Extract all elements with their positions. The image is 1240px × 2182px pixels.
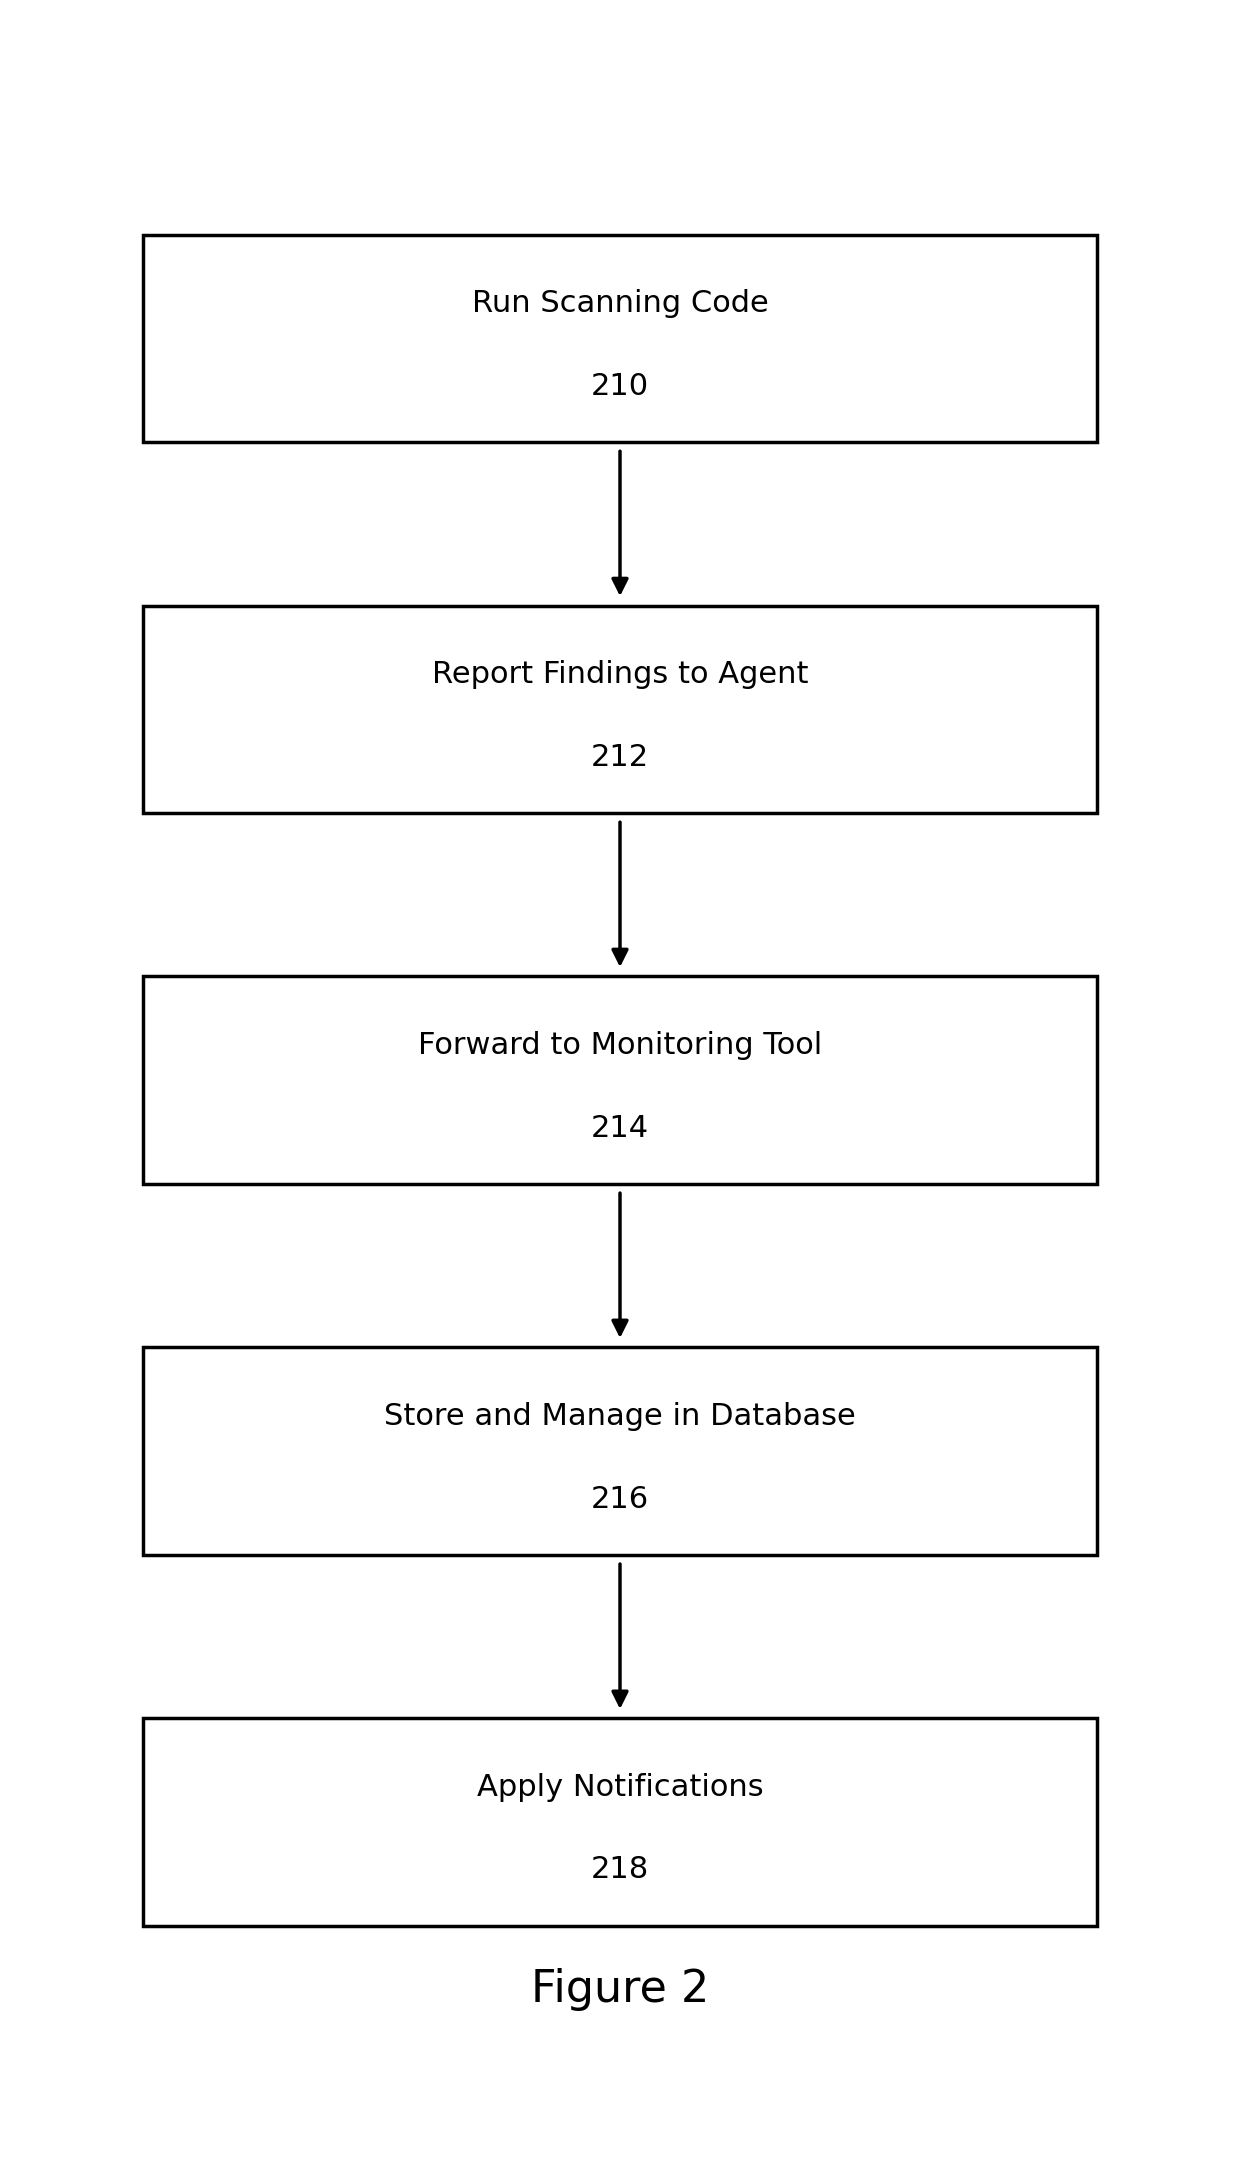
Bar xyxy=(143,1346,1097,1554)
Bar xyxy=(143,604,1097,812)
Text: 210: 210 xyxy=(591,371,649,401)
Text: 218: 218 xyxy=(591,1855,649,1885)
Text: Report Findings to Agent: Report Findings to Agent xyxy=(432,659,808,690)
Bar xyxy=(143,978,1097,1183)
Text: Apply Notifications: Apply Notifications xyxy=(476,1772,764,1802)
Text: 216: 216 xyxy=(591,1484,649,1514)
Bar xyxy=(143,1719,1097,1927)
Text: Figure 2: Figure 2 xyxy=(531,1968,709,2012)
Text: 212: 212 xyxy=(591,742,649,772)
Text: Store and Manage in Database: Store and Manage in Database xyxy=(384,1401,856,1431)
Text: 214: 214 xyxy=(591,1113,649,1143)
Bar xyxy=(143,236,1097,441)
Text: Run Scanning Code: Run Scanning Code xyxy=(471,288,769,319)
Text: Forward to Monitoring Tool: Forward to Monitoring Tool xyxy=(418,1030,822,1060)
